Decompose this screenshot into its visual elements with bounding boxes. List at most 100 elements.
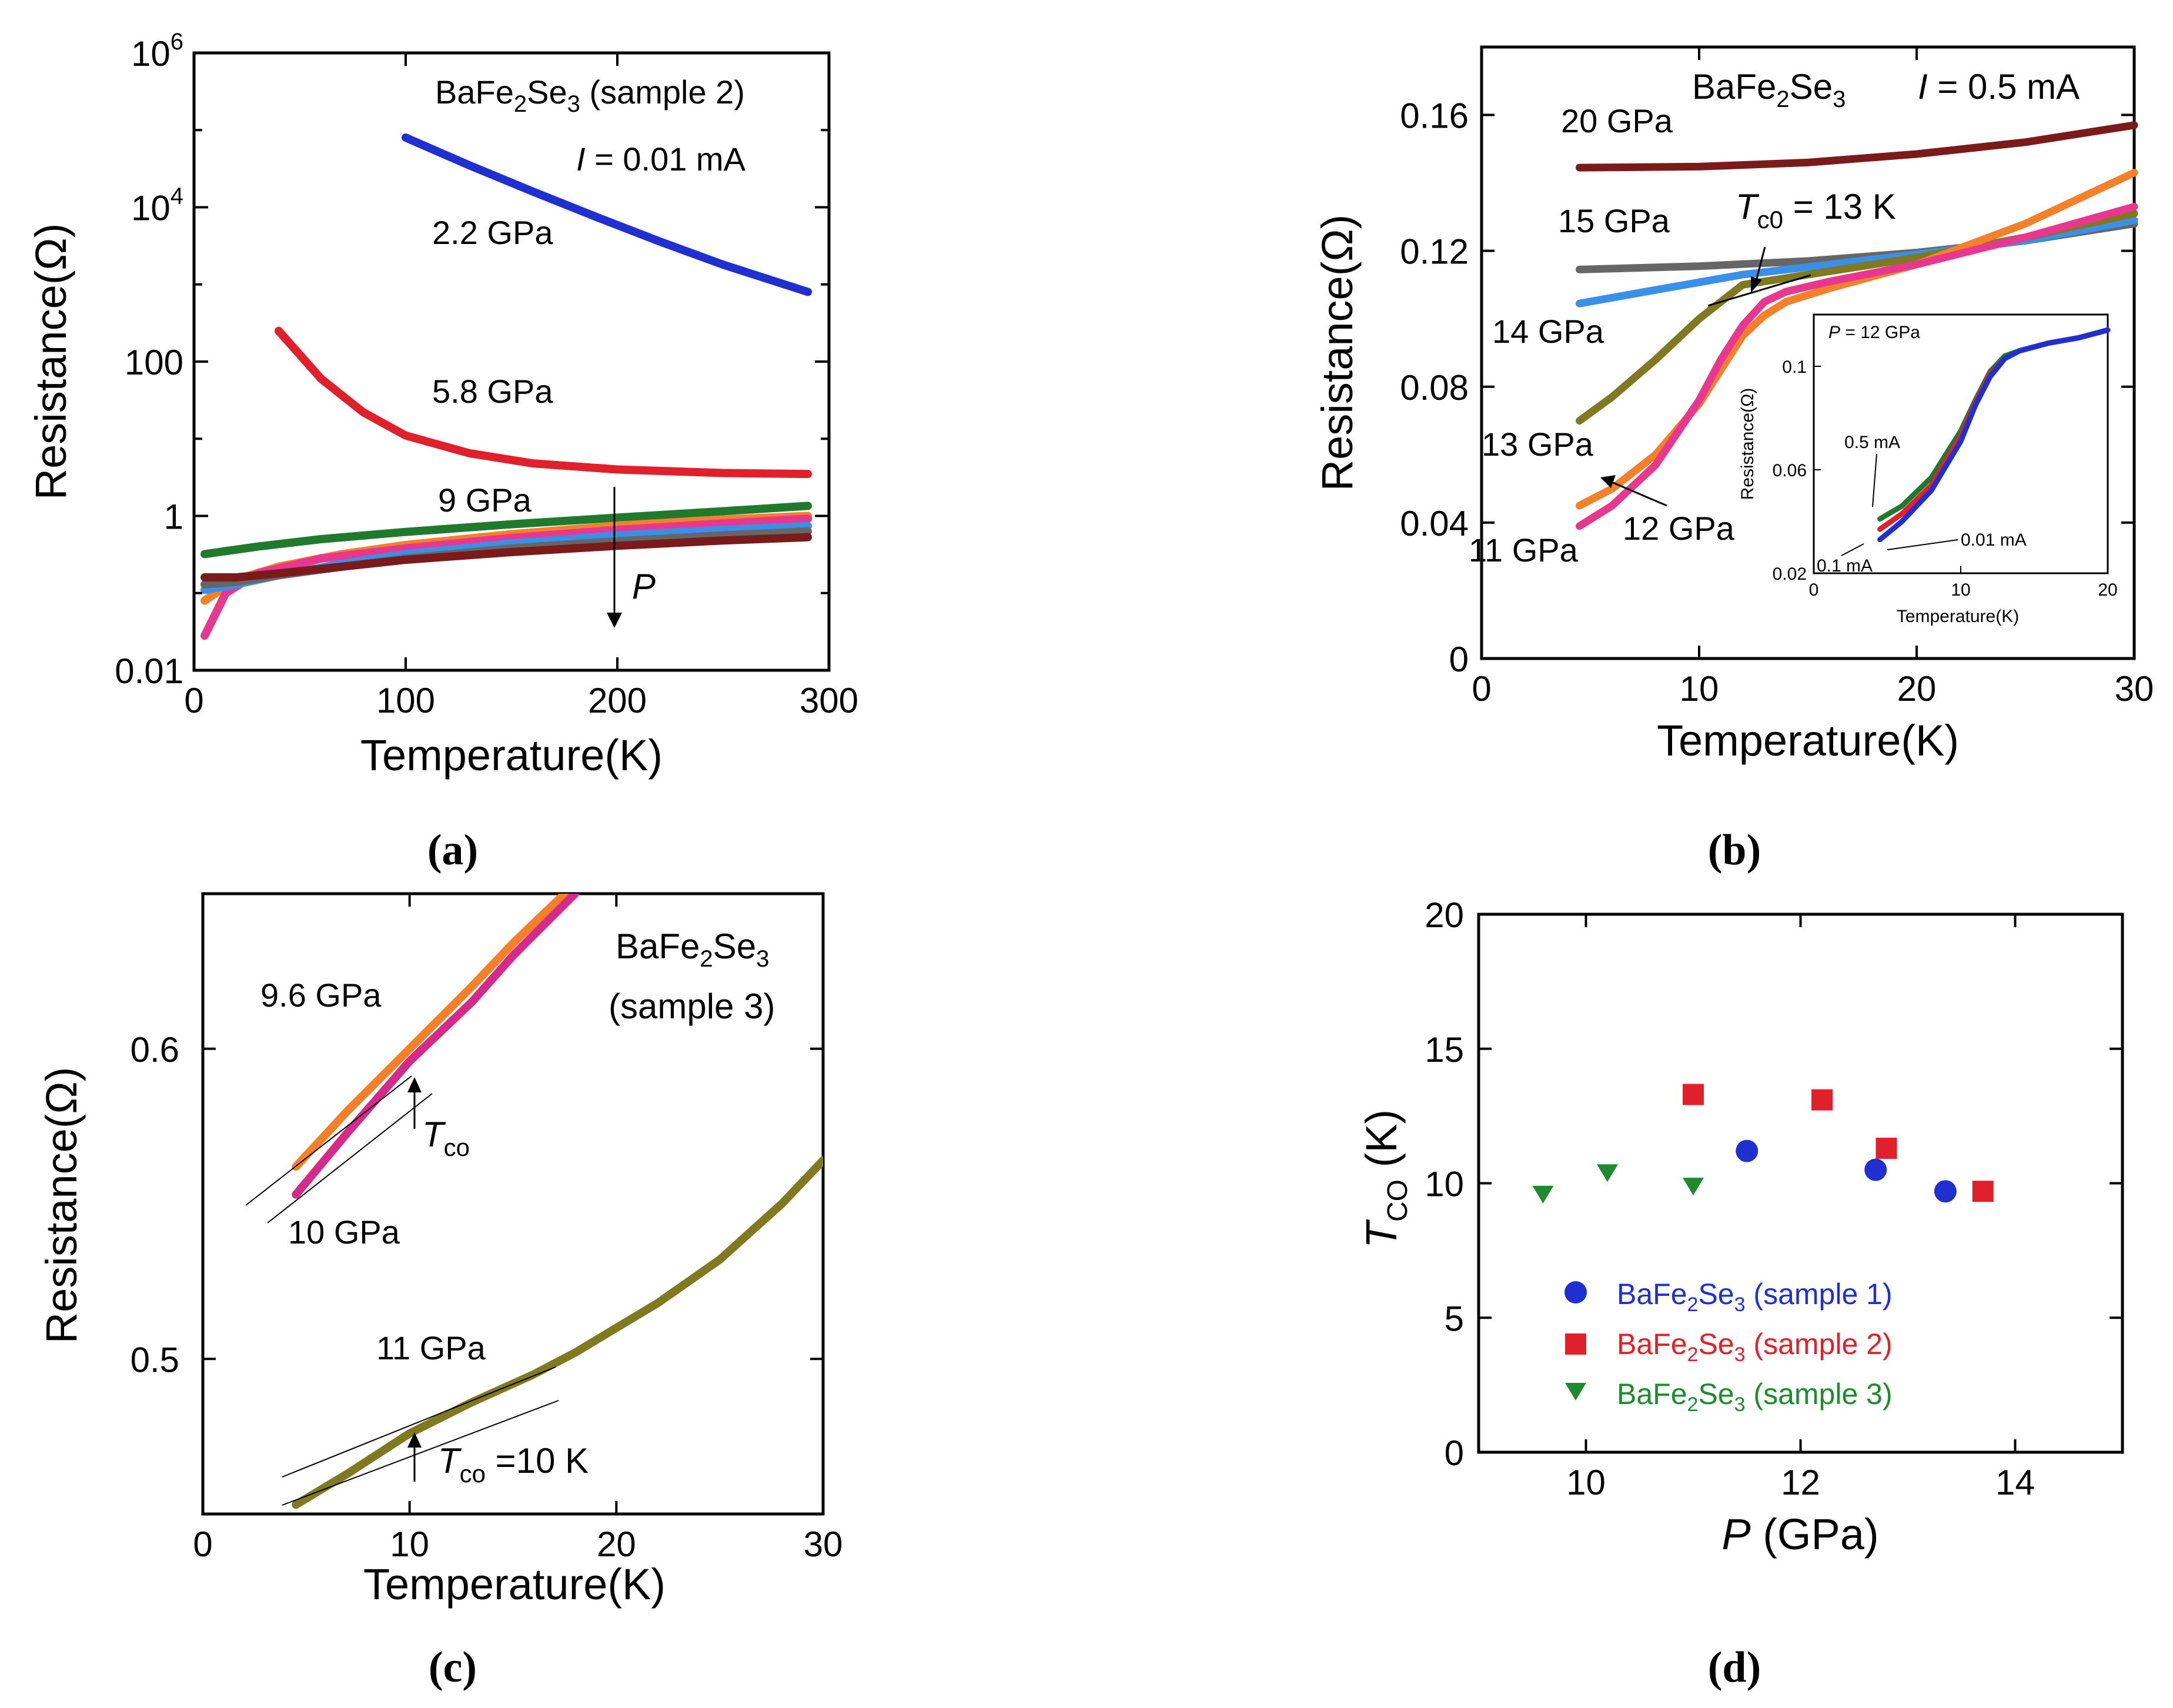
panel-b-ylabel: Resistance(Ω) [1313,215,1362,492]
inset-arrow-0.01 [1887,539,1958,550]
panel-a-plot [200,133,812,640]
panel-c-tc-1: Tco [422,1115,470,1161]
panel-c-title-line2: (sample 3) [609,987,775,1026]
panel-b: 0 10 20 30 0 0.04 0.08 0.12 0.16 BaFe2Se3 I = 0.… [1313,45,2154,874]
b-ytick-label: 0.04 [1400,504,1469,543]
a-ytick-label: 0.01 [115,651,183,691]
b-ytick-label: 0.08 [1400,368,1469,407]
inset-arrow-0.1 [1841,543,1864,556]
pressure-arrow-label: P [632,567,656,606]
panel-c-ylabel: Resistance(Ω) [37,1067,86,1344]
legend-marker-sample1 [1564,1281,1587,1303]
panel-b-label-14: 14 GPa [1492,313,1604,350]
panel-d-ylabel: TCO (K) [1357,1109,1413,1248]
inset-plot [1877,327,2111,543]
legend-marker-sample3 [1565,1383,1586,1401]
panel-d-panel-label: (d) [1708,1643,1761,1692]
b-ytick-label: 0 [1449,640,1469,679]
d-ytick-label: 10 [1425,1165,1464,1204]
panel-b-label-15: 15 GPa [1558,202,1670,239]
panel-b-label-12: 12 GPa [1623,510,1735,547]
legend-label-sample2: BaFe2Se3 (sample 2) [1617,1328,1893,1366]
panel-b-title: BaFe2Se3 [1692,67,1846,112]
c-xtick-label: 30 [804,1525,843,1564]
b-xtick-label: 20 [1897,669,1937,708]
panel-a-panel-label: (a) [427,826,478,874]
panel-a: 0 100 200 300 0.01 1 100 104 106 BaFe2Se3 (sampl… [26,29,858,874]
panel-a-label-2.2: 2.2 GPa [432,214,553,251]
point-sample-1 [1864,1158,1887,1181]
inset-annotation-0.5: 0.5 mA [1844,433,1900,452]
legend-marker-sample2 [1565,1333,1586,1355]
d-ytick-label: 15 [1425,1030,1464,1069]
point-sample-2 [1683,1084,1704,1105]
a-xtick-label: 0 [184,681,203,720]
panel-c-xlabel: Temperature(K) [363,1560,666,1609]
tangent-11-high [282,1400,559,1506]
series-9-GPa [200,502,812,559]
c-xtick-label: 20 [597,1525,636,1564]
panel-b-label-11: 11 GPa [1469,532,1579,569]
tangent-11-low [282,1366,556,1478]
panel-a-ticks: 0 100 200 300 0.01 1 100 104 106 [115,29,858,720]
a-ytick-label: 106 [131,29,183,73]
inset-annotation-0.1: 0.1 mA [1817,556,1873,576]
legend-label-sample3: BaFe2Se3 (sample 3) [1617,1378,1893,1416]
tc-arrow-bottom-head [407,1432,422,1448]
inset-ytick-label: 0.06 [1773,461,1807,480]
panel-b-tc-pointer-head [1751,276,1762,293]
panel-d-legend: BaFe2Se3 (sample 1) BaFe2Se3 (sample 2) … [1564,1278,1893,1416]
inset-ticks: 0 10 20 0.02 0.06 0.1 [1773,357,2118,600]
panel-a-title: BaFe2Se3 (sample 2) [435,73,745,117]
inset-annotation-0.01: 0.01 mA [1961,530,2027,550]
inset-ylabel: Resistance(Ω) [1738,388,1757,500]
panel-d-xlabel: P (GPa) [1721,1510,1878,1559]
tangent-9.6-low [245,1075,412,1206]
a-xtick-label: 200 [588,681,647,720]
panel-b-current: I = 0.5 mA [1918,67,2080,106]
panel-c: 0 10 20 30 0.5 0.6 BaFe2Se3 (sample 3) 9.6 GP… [37,892,843,1692]
panel-b-plot [1576,121,2138,530]
d-xtick-label: 12 [1781,1463,1820,1502]
panel-c-plot [292,894,823,1509]
panel-b-label-13: 13 GPa [1482,426,1594,463]
point-sample-2 [1972,1181,1994,1202]
panel-c-panel-label: (c) [429,1643,477,1692]
point-sample-1 [1934,1180,1957,1203]
panel-c-label-11: 11 GPa [376,1329,486,1366]
d-ytick-label: 20 [1425,895,1464,935]
b-xtick-label: 10 [1680,669,1719,708]
panel-d-frame [1477,913,2124,1454]
inset-title: P = 12 GPa [1828,323,1920,342]
panel-c-ticks: 0 10 20 30 0.5 0.6 [131,894,843,1564]
b-xtick-label: 0 [1472,669,1491,708]
panel-b-ticks: 0 10 20 30 0 0.04 0.08 0.12 0.16 [1400,47,2154,708]
b-ytick-label: 0.12 [1400,232,1469,272]
point-sample-3 [1532,1185,1554,1204]
panel-c-tc-2: Tco =10 K [438,1441,589,1488]
legend-label-sample1: BaFe2Se3 (sample 1) [1617,1278,1893,1316]
inset-xtick-label: 20 [2098,580,2117,600]
inset-xtick-label: 0 [1809,580,1819,600]
panel-b-tc-tangent [1707,274,1811,307]
panel-a-xlabel: Temperature(K) [360,731,663,780]
panel-b-xlabel: Temperature(K) [1657,716,1959,765]
point-sample-1 [1736,1139,1759,1162]
panel-d-plot [1532,1084,1994,1204]
c-xtick-label: 10 [390,1525,429,1564]
inset-arrow-0.5 [1872,453,1877,507]
d-xtick-label: 14 [1995,1463,2035,1502]
tangent-10-low [267,1093,433,1224]
point-sample-2 [1811,1089,1833,1111]
panel-c-frame [201,892,825,1516]
point-sample-3 [1597,1164,1618,1182]
a-ytick-label: 100 [125,343,183,382]
point-sample-2 [1876,1138,1897,1159]
panel-c-series [292,894,823,1509]
d-xtick-label: 10 [1566,1463,1606,1502]
panel-b-label-20: 20 GPa [1561,102,1673,139]
inset-ytick-label: 0.02 [1773,564,1807,584]
pressure-arrow-head [607,613,622,628]
tc-arrow-top-head [407,1077,422,1092]
